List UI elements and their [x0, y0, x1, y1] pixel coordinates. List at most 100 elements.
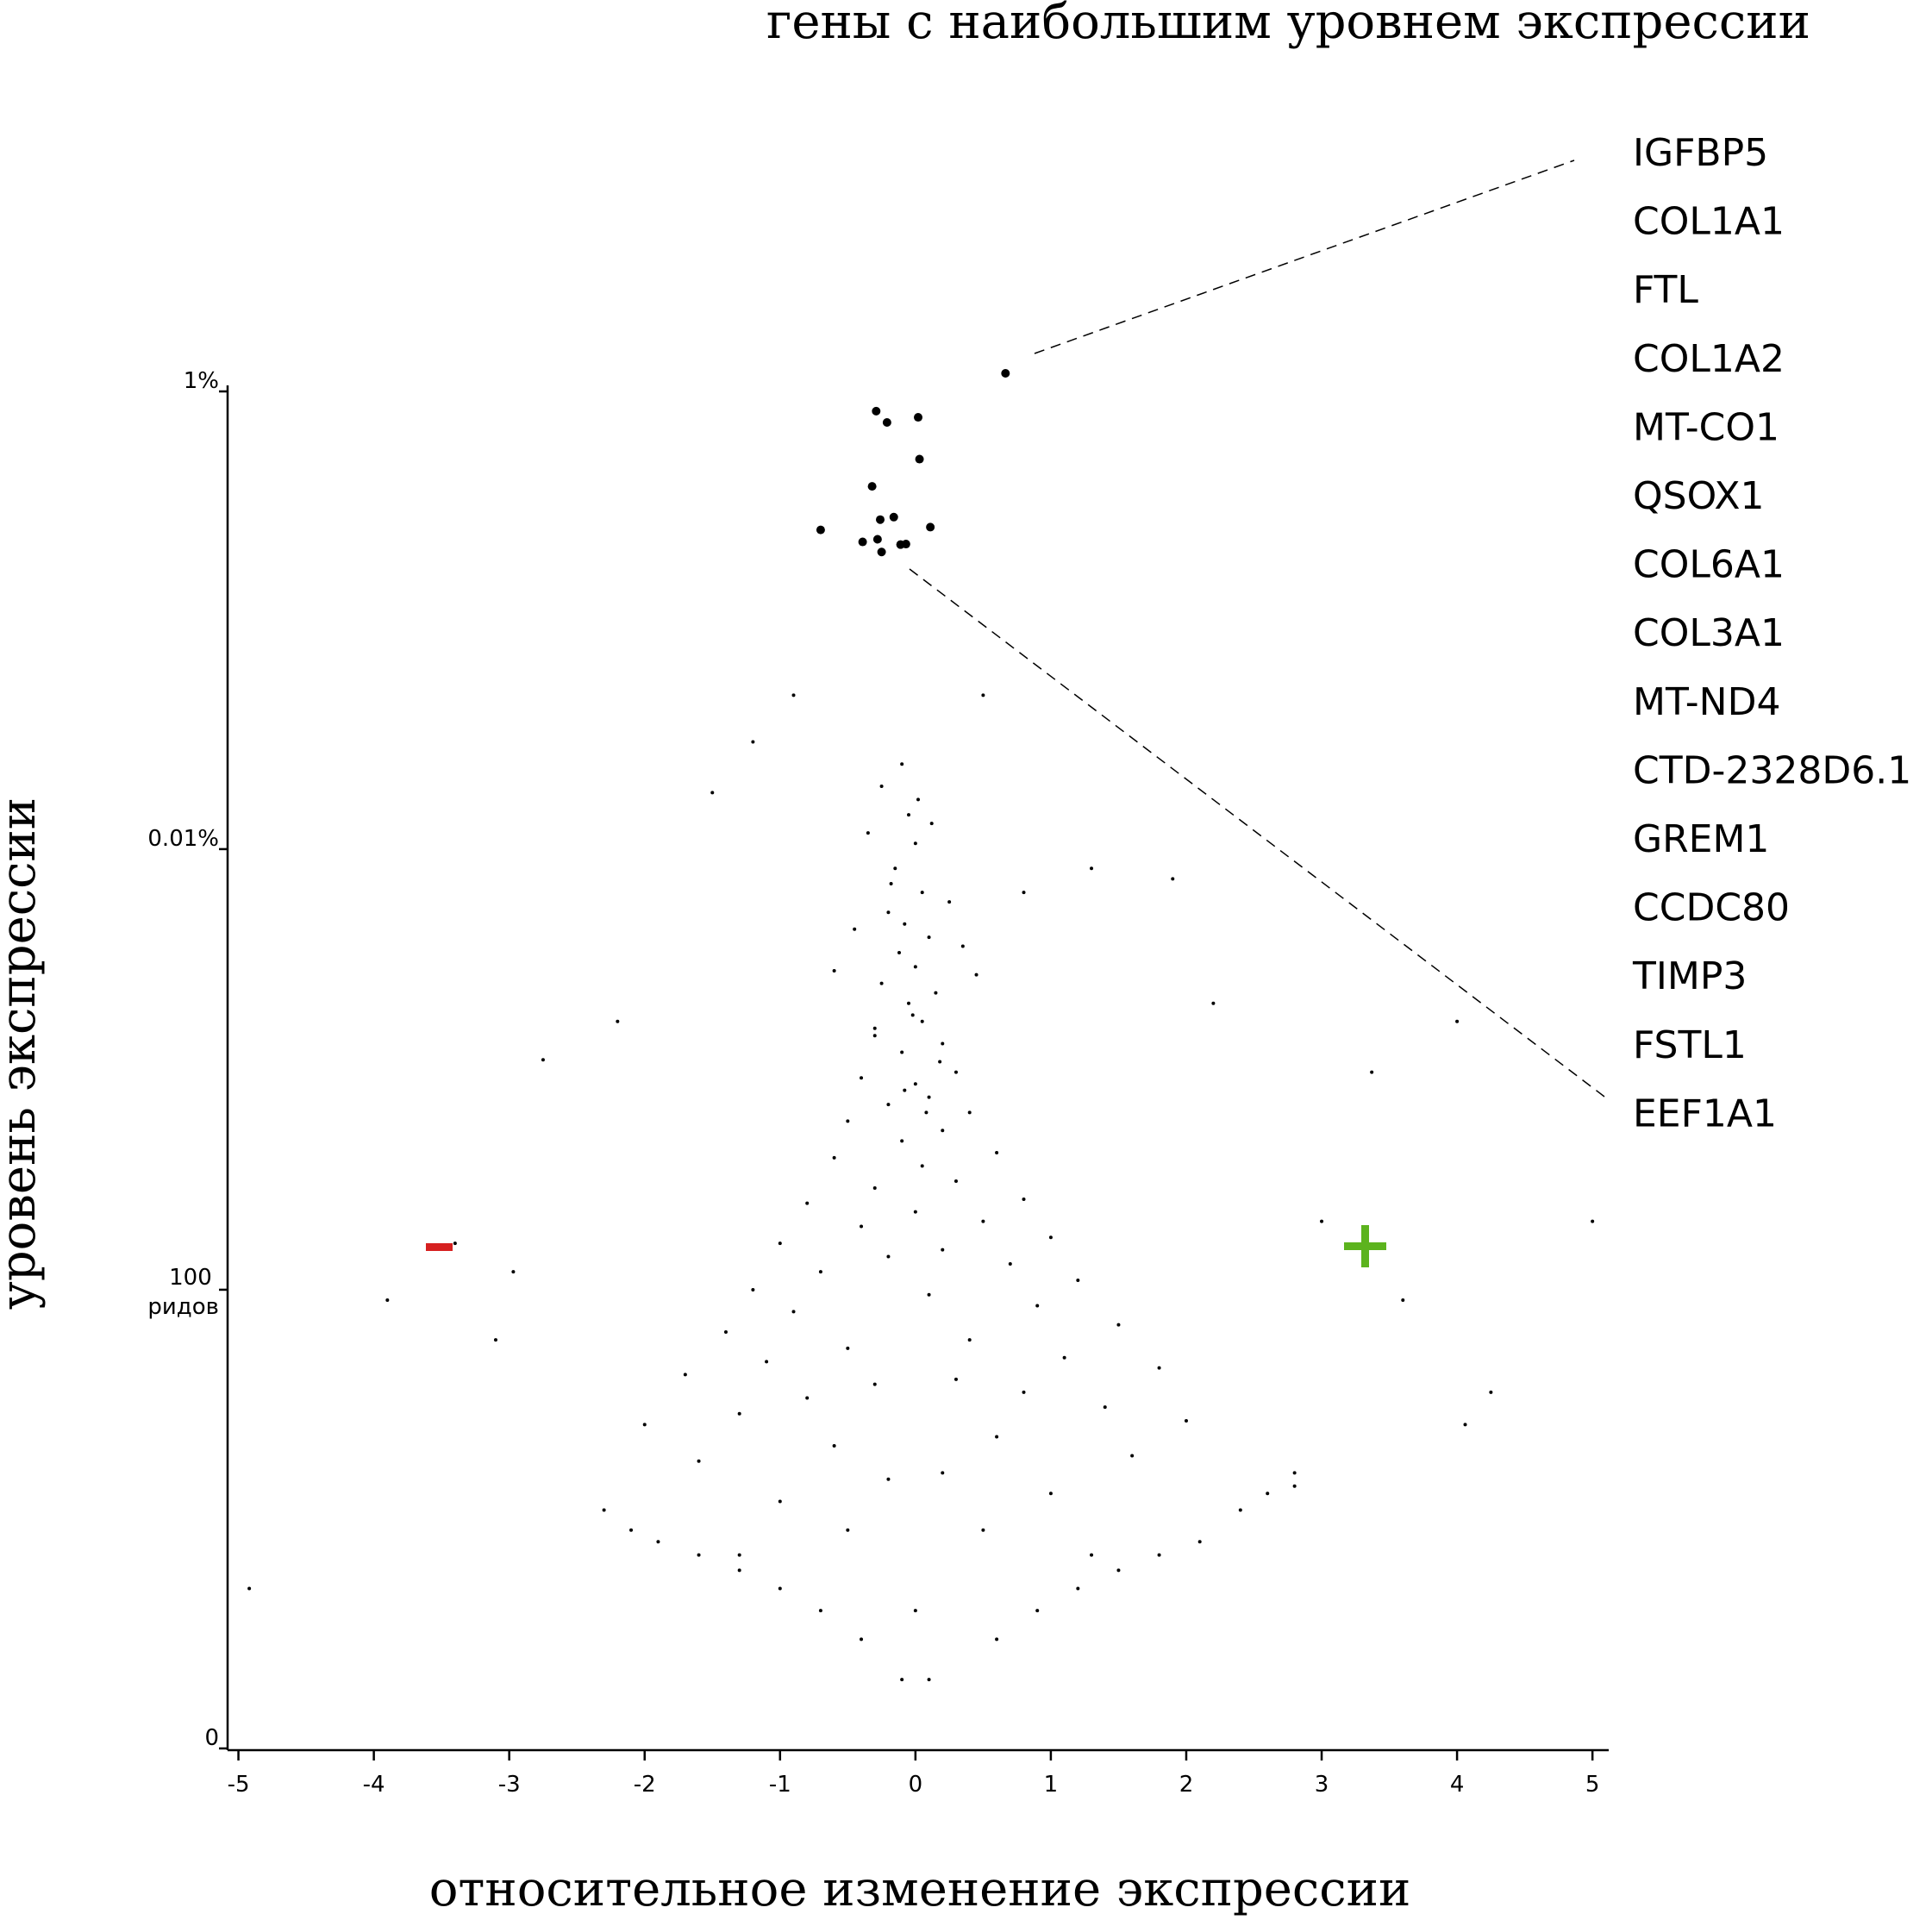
data-point — [941, 1129, 945, 1133]
x-axis-label: относительное изменение экспрессии — [429, 1861, 1411, 1917]
data-point — [900, 1678, 904, 1682]
data-point — [805, 1201, 810, 1205]
data-point — [1090, 866, 1094, 871]
data-point — [1455, 1019, 1460, 1023]
data-point — [778, 1586, 782, 1591]
data-point — [926, 522, 935, 532]
gene-label: IGFBP5 — [1633, 131, 1768, 175]
gene-label: COL1A2 — [1633, 337, 1785, 381]
data-point — [901, 540, 910, 549]
data-point — [967, 1338, 972, 1342]
data-point — [453, 1241, 457, 1246]
data-point — [877, 547, 886, 557]
data-point — [941, 1471, 945, 1475]
data-point — [920, 1164, 924, 1168]
data-point — [981, 693, 985, 697]
data-point — [913, 1210, 917, 1214]
data-point — [941, 1248, 945, 1252]
data-point — [846, 1528, 850, 1532]
data-point — [927, 1095, 931, 1099]
data-point — [1184, 1419, 1188, 1423]
data-point — [737, 1568, 741, 1573]
data-point — [1062, 1355, 1066, 1360]
data-point — [1116, 1323, 1121, 1327]
data-point — [737, 1411, 741, 1416]
data-point — [872, 1034, 877, 1038]
data-point — [1022, 1197, 1026, 1201]
x-tick-label: -2 — [634, 1772, 656, 1798]
data-point — [710, 791, 715, 795]
data-point — [602, 1508, 606, 1512]
data-point — [886, 1477, 891, 1481]
x-tick-label: 1 — [1044, 1772, 1059, 1798]
data-point — [860, 1076, 864, 1080]
gene-label: COL1A1 — [1633, 200, 1785, 244]
data-point — [886, 910, 891, 915]
data-point — [818, 1270, 822, 1274]
data-point — [765, 1360, 769, 1364]
data-point — [818, 1609, 822, 1613]
data-point — [866, 831, 870, 835]
data-point — [1130, 1454, 1135, 1458]
data-point — [927, 935, 931, 940]
data-point — [953, 1377, 958, 1381]
data-point — [947, 900, 952, 904]
data-point — [1035, 1609, 1040, 1613]
x-tick-label: -4 — [363, 1772, 385, 1798]
data-point — [1157, 1366, 1161, 1370]
data-point — [1008, 1261, 1012, 1266]
data-point — [1292, 1484, 1297, 1488]
data-point — [385, 1298, 390, 1302]
data-point — [872, 1185, 877, 1190]
data-point — [953, 1070, 958, 1074]
data-point — [924, 1110, 928, 1115]
data-point — [683, 1373, 687, 1377]
gene-label: COL3A1 — [1633, 611, 1785, 655]
data-point — [900, 1050, 904, 1054]
data-point — [832, 1444, 836, 1448]
data-point — [872, 406, 881, 416]
data-point — [1048, 1235, 1053, 1240]
data-point — [995, 1435, 999, 1439]
x-tick-label: -5 — [228, 1772, 250, 1798]
x-tick-label: 4 — [1450, 1772, 1465, 1798]
data-point — [953, 1179, 958, 1184]
data-point — [846, 1119, 850, 1123]
y-tick-label: 0 — [204, 1725, 219, 1751]
data-point — [1157, 1553, 1161, 1557]
data-point — [900, 762, 904, 766]
gene-label: QSOX1 — [1633, 474, 1765, 518]
data-point — [1320, 1219, 1324, 1223]
data-point — [995, 1150, 999, 1154]
data-point — [1292, 1471, 1297, 1475]
data-point — [910, 1013, 915, 1017]
data-point — [1211, 1001, 1216, 1005]
data-point — [541, 1058, 545, 1062]
data-point — [1022, 1390, 1026, 1394]
data-point — [886, 1103, 891, 1107]
data-point — [737, 1553, 741, 1557]
data-point — [778, 1499, 782, 1504]
data-point — [860, 1637, 864, 1642]
data-point — [791, 693, 796, 697]
x-tick-label: -3 — [498, 1772, 521, 1798]
data-point — [778, 1241, 782, 1246]
data-point — [493, 1338, 497, 1342]
gene-label: FSTL1 — [1633, 1023, 1747, 1067]
data-point — [247, 1586, 252, 1591]
data-point — [927, 1678, 931, 1682]
data-point — [893, 866, 897, 871]
data-point — [907, 813, 911, 817]
x-tick-label: 2 — [1179, 1772, 1194, 1798]
data-point — [929, 822, 934, 826]
data-point — [1076, 1586, 1080, 1591]
data-point — [511, 1270, 516, 1274]
data-point — [858, 537, 867, 547]
data-point — [974, 973, 979, 977]
data-point — [1238, 1508, 1242, 1512]
gene-label: MT-ND4 — [1633, 680, 1780, 724]
y-tick-label: 1% — [184, 368, 219, 394]
data-point — [1116, 1568, 1121, 1573]
data-point — [920, 891, 924, 895]
data-point — [913, 965, 917, 969]
